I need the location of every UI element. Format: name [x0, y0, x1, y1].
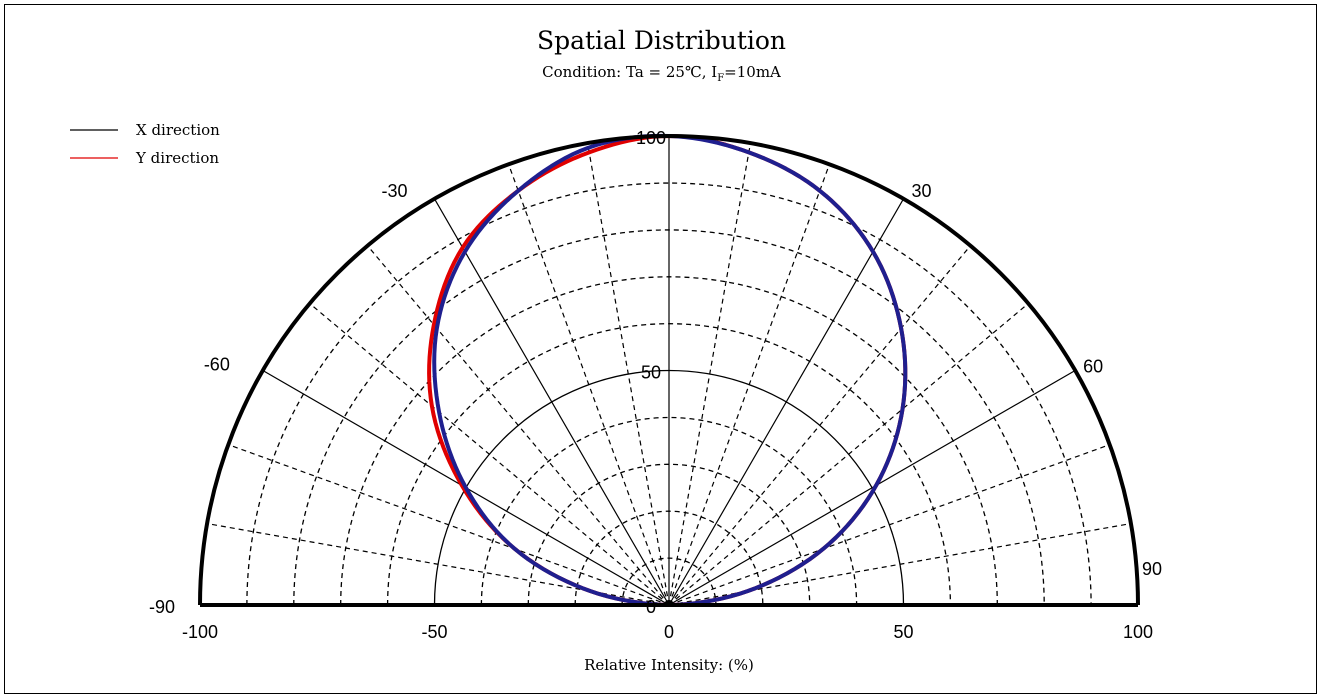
angle-tick-label: -60: [204, 355, 230, 375]
subtitle-subscript: F: [717, 73, 725, 84]
x-tick-label: 100: [1123, 622, 1153, 642]
chart-subtitle: Condition: Ta = 25℃, IF=10mA: [0, 63, 1323, 84]
angle-tick-label: -30: [381, 181, 407, 201]
tick-labels: -100 -50 0 50 100 100 50 0 -90 -60 -30 30 60 90: [149, 128, 1162, 642]
angle-tick-label: 60: [1083, 357, 1103, 377]
minor-radius-arc: [246, 182, 1092, 606]
subtitle-suffix: =10mA: [724, 63, 781, 81]
outer-arc: [198, 134, 1140, 606]
major-angle-spoke: [433, 198, 670, 606]
x-tick-label: 50: [893, 622, 913, 642]
radial-tick-label: 0: [646, 597, 656, 617]
major-angle-spoke: [668, 198, 905, 606]
minor-radius-arc: [480, 416, 858, 606]
x-tick-label: -100: [182, 622, 218, 642]
angle-tick-label: 30: [911, 181, 931, 201]
x-tick-label: -50: [421, 622, 447, 642]
angle-tick-label: -90: [149, 597, 175, 617]
radial-tick-label: 50: [641, 363, 661, 383]
angle-tick-label: 90: [1142, 559, 1162, 579]
x-axis-label: Relative Intensity: (%): [584, 656, 754, 674]
legend: X direction Y direction: [70, 121, 220, 167]
chart-title: Spatial Distribution: [536, 26, 787, 55]
chart-frame: [4, 4, 1317, 694]
subtitle-prefix: Condition: Ta = 25℃, I: [542, 63, 718, 81]
legend-label-x: X direction: [136, 121, 220, 139]
major-grid: [262, 136, 1076, 606]
outer-frame: [198, 134, 1140, 607]
radial-tick-label: 100: [636, 128, 666, 148]
major-angle-spoke: [668, 369, 1076, 606]
x-tick-label: 0: [664, 622, 674, 642]
legend-label-y: Y direction: [135, 149, 219, 167]
